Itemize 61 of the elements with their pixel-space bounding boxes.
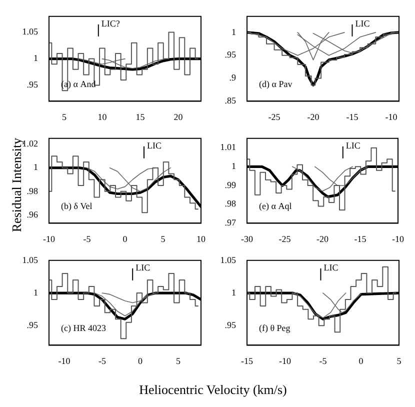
ref-line-label: LIC? bbox=[101, 18, 120, 28]
x-tick-label: -25 bbox=[268, 112, 281, 122]
ref-line-label: LIC bbox=[355, 18, 370, 28]
y-tick-label: 1 bbox=[34, 287, 38, 298]
ref-line-label: LIC bbox=[147, 140, 162, 150]
x-tick-label: -20 bbox=[307, 112, 320, 122]
ref-line-label: LIC bbox=[136, 262, 150, 272]
y-tick-label: 1 bbox=[232, 287, 236, 298]
annotation: (e) α Aql bbox=[259, 201, 292, 212]
y-tick-label: .9 bbox=[229, 72, 236, 83]
y-tick-label: .96 bbox=[26, 209, 38, 220]
x-tick-label: 0 bbox=[122, 234, 128, 244]
y-tick-label: .97 bbox=[224, 218, 236, 228]
x-tick-label: -20 bbox=[316, 234, 329, 244]
y-tick-label: .95 bbox=[26, 80, 38, 90]
ref-line-label: LIC bbox=[346, 140, 360, 150]
x-tick-label: 5 bbox=[176, 356, 181, 366]
x-tick-label: -25 bbox=[278, 234, 292, 244]
ref-line-label: LIC bbox=[324, 262, 338, 272]
x-tick-label: 5 bbox=[396, 356, 402, 366]
x-tick-label: -5 bbox=[98, 356, 106, 366]
y-tick-label: 1.05 bbox=[22, 26, 38, 37]
y-tick-label: 1.05 bbox=[220, 254, 236, 265]
x-tick-label: -15 bbox=[346, 112, 359, 122]
x-tick-label: -10 bbox=[43, 234, 56, 244]
y-tick-label: .99 bbox=[224, 180, 236, 190]
x-tick-label: 15 bbox=[136, 112, 146, 122]
x-axis-title: Heliocentric Velocity (km/s) bbox=[138, 382, 288, 398]
annotation: (f) θ Peg bbox=[259, 323, 291, 334]
x-tick-label: -15 bbox=[241, 356, 254, 366]
y-tick-label: 1 bbox=[34, 53, 38, 64]
y-tick-label: 1.05 bbox=[22, 254, 38, 265]
x-tick-label: 5 bbox=[160, 234, 166, 244]
y-tick-label: 1.02 bbox=[22, 138, 38, 149]
y-tick-label: .95 bbox=[224, 50, 236, 60]
x-tick-label: 0 bbox=[358, 356, 364, 366]
x-tick-label: 5 bbox=[62, 112, 67, 122]
x-tick-label: -10 bbox=[392, 234, 404, 244]
y-tick-label: .98 bbox=[26, 186, 38, 196]
y-tick-label: 1 bbox=[34, 162, 38, 172]
y-tick-label: .98 bbox=[224, 198, 236, 209]
annotation: (d) α Pav bbox=[259, 79, 293, 90]
x-tick-label: 10 bbox=[196, 234, 206, 244]
annotation: (b) δ Vel bbox=[61, 201, 93, 212]
x-tick-label: -10 bbox=[279, 356, 292, 366]
y-tick-label: 1 bbox=[232, 161, 236, 172]
x-tick-label: -10 bbox=[58, 356, 71, 366]
y-tick-label: 1 bbox=[232, 26, 236, 37]
y-tick-label: .95 bbox=[224, 320, 236, 330]
x-tick-label: -5 bbox=[319, 356, 328, 366]
y-tick-label: .95 bbox=[26, 320, 38, 330]
x-tick-label: 0 bbox=[138, 356, 143, 366]
x-tick-label: 10 bbox=[98, 112, 108, 122]
x-tick-label: 20 bbox=[174, 112, 184, 122]
annotation: (c) HR 4023 bbox=[61, 323, 106, 334]
y-tick-label: .85 bbox=[224, 96, 236, 106]
x-tick-label: -30 bbox=[241, 234, 254, 244]
x-tick-label: -5 bbox=[83, 234, 92, 244]
y-tick-label: 1.01 bbox=[220, 142, 236, 152]
x-tick-label: -10 bbox=[385, 112, 398, 122]
x-tick-label: -15 bbox=[354, 234, 367, 244]
